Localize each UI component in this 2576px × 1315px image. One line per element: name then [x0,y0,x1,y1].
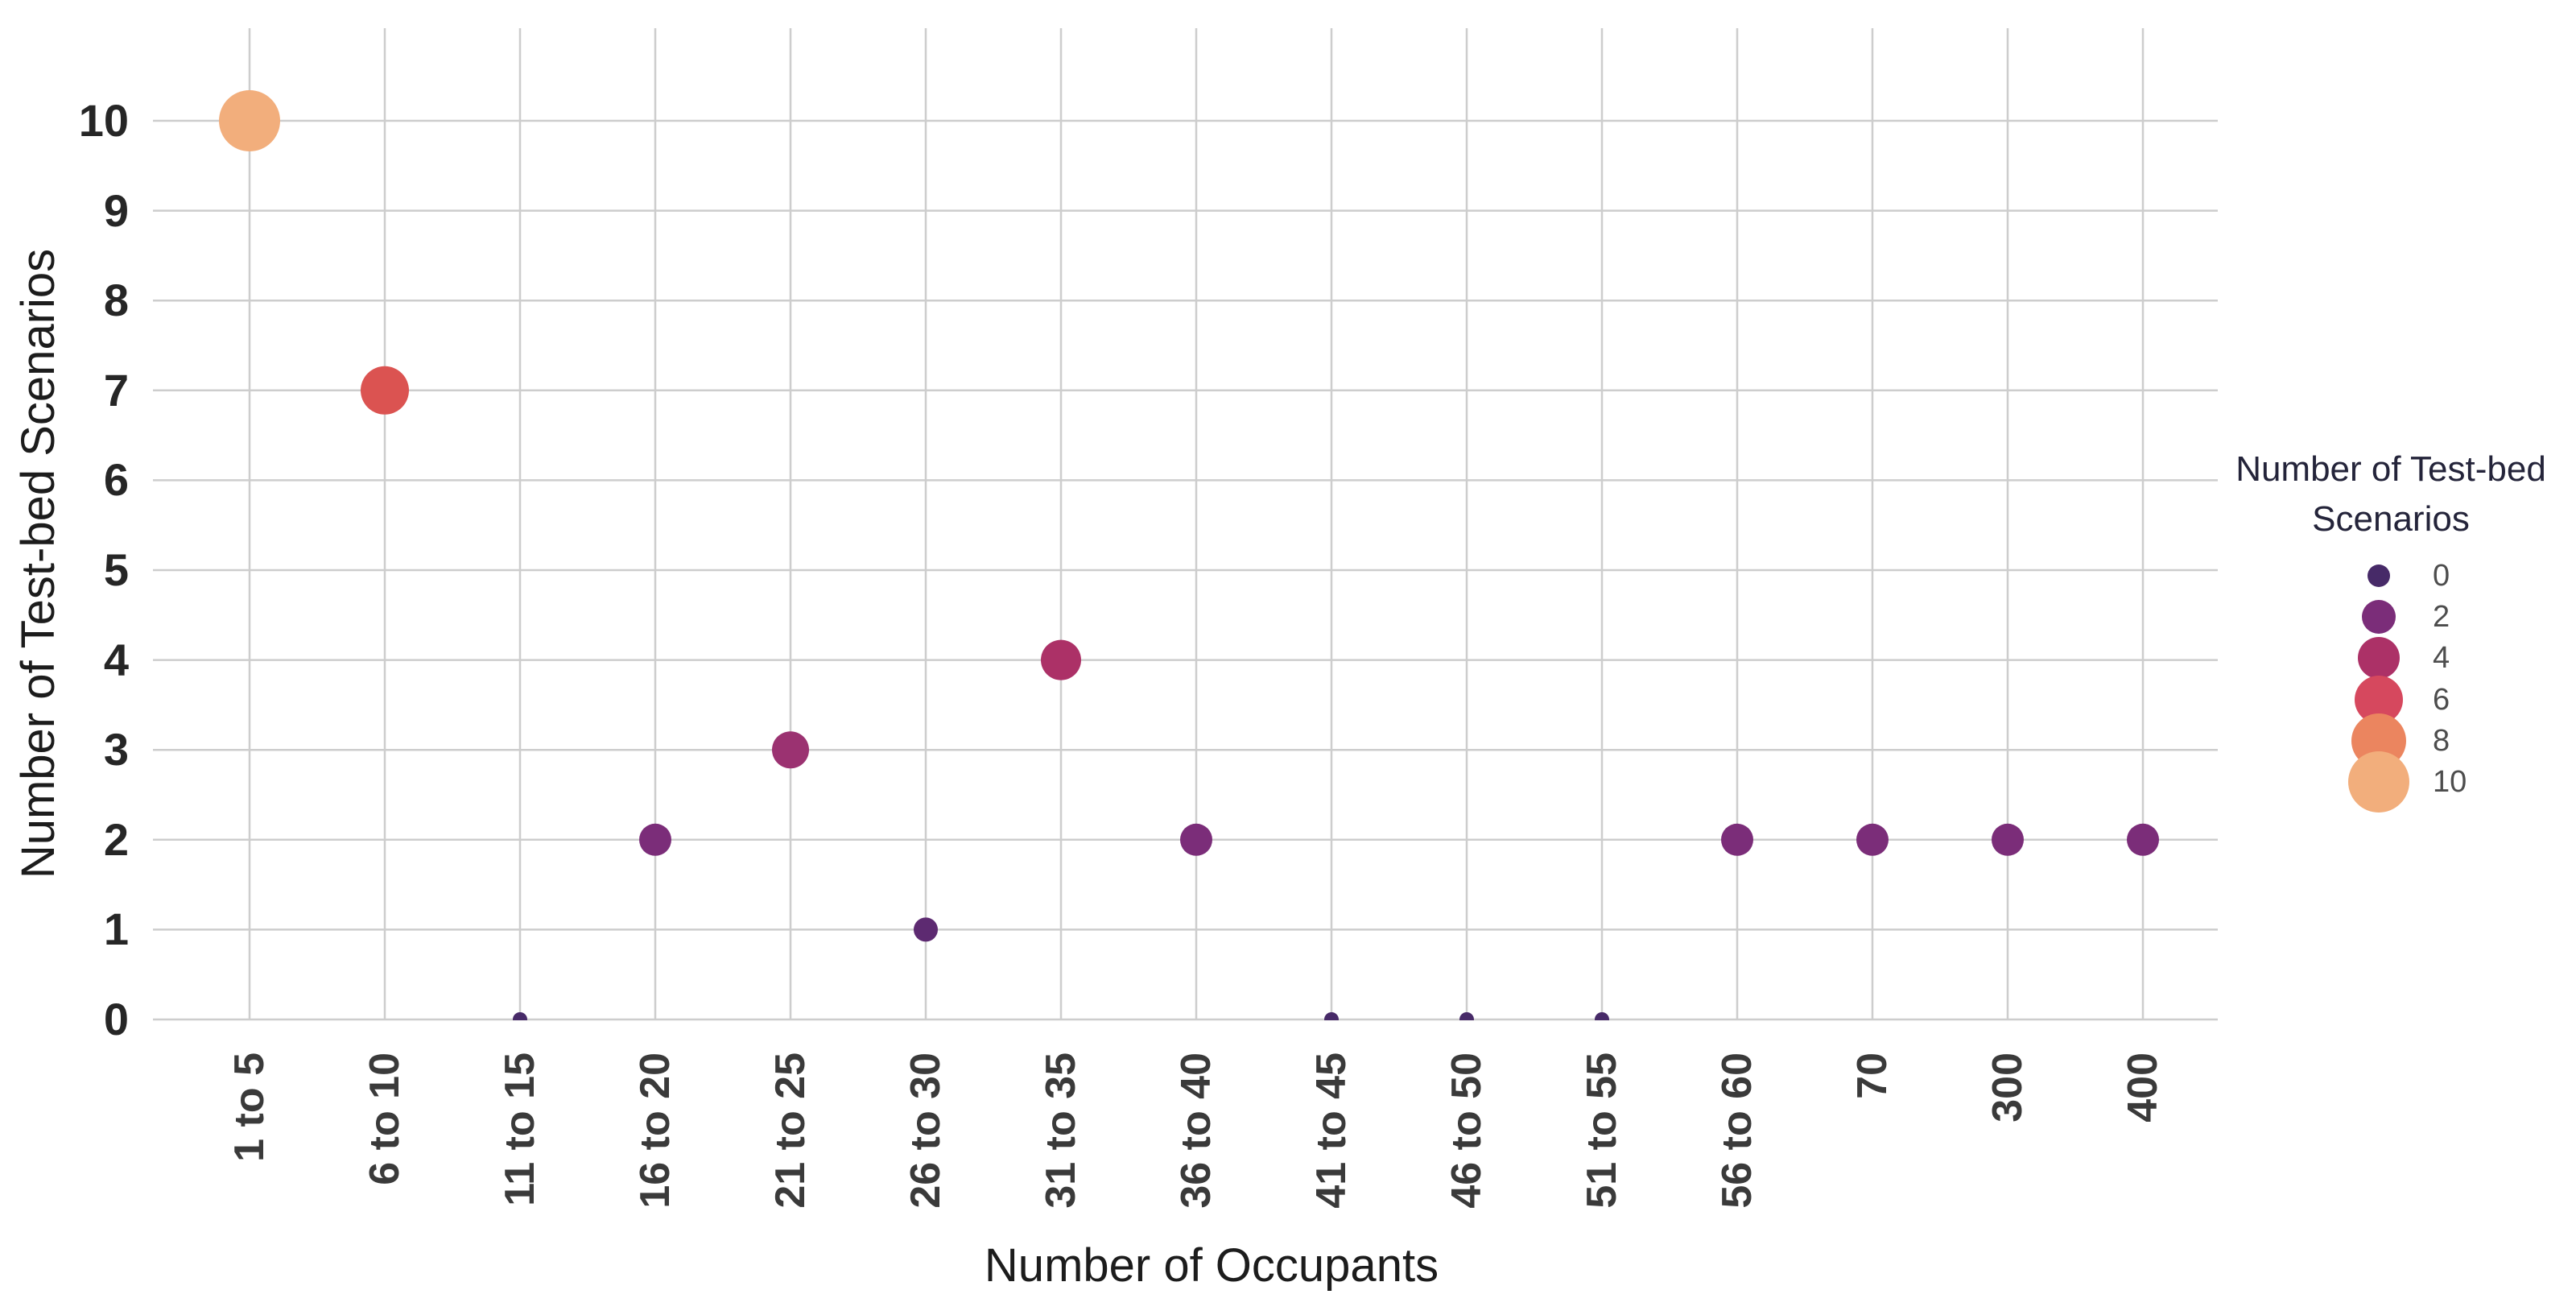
data-bubble [772,731,809,769]
legend-label: 8 [2433,723,2450,758]
y-tick-label: 9 [103,184,129,236]
x-tick-label: 41 to 45 [1308,1052,1355,1209]
data-bubble [219,90,280,151]
data-bubble [914,917,938,942]
data-bubble [1041,639,1081,680]
data-bubble [1992,823,2024,856]
legend-bubble [2358,637,2400,680]
legend-label: 4 [2433,641,2450,676]
y-tick-label: 1 [103,904,129,955]
legend-bubble [2368,564,2390,587]
data-bubble [1721,823,1753,856]
x-tick-label: 70 [1849,1052,1896,1099]
x-tick-label: 26 to 30 [902,1052,949,1209]
legend-label: 10 [2433,765,2467,799]
data-bubble [1856,823,1889,856]
legend-bubble [2348,751,2409,813]
y-tick-label: 4 [103,634,129,685]
x-tick-label: 56 to 60 [1714,1052,1761,1209]
y-tick-label: 8 [103,275,129,326]
x-tick-label: 1 to 5 [226,1052,273,1162]
x-tick-label: 300 [1984,1052,2031,1123]
mark-layer [219,90,2159,1020]
legend-title-line-2: Scenarios [2312,499,2470,539]
x-tick-label: 36 to 40 [1173,1052,1220,1209]
y-tick-label: 3 [103,724,129,775]
y-tick-label: 7 [103,364,129,416]
y-tick-label: 2 [103,813,129,865]
data-bubble [361,366,409,415]
y-axis-title: Number of Test-bed Scenarios [12,248,64,879]
x-tick-label: 46 to 50 [1443,1052,1490,1209]
x-tick-label: 400 [2120,1052,2166,1123]
y-tick-label: 5 [103,544,129,595]
x-tick-label: 21 to 25 [767,1052,814,1209]
data-bubble [2127,823,2159,856]
x-tick-label: 16 to 20 [632,1052,679,1209]
data-bubble [1459,1012,1474,1020]
legend-label: 2 [2433,600,2450,635]
legend-title: Number of Test-bed Scenarios [2222,445,2560,544]
data-bubble [1595,1012,1609,1020]
legend-bubble [2362,600,2396,635]
y-tick-label: 10 [78,95,129,146]
x-tick-label: 11 to 15 [497,1052,543,1206]
legend-label: 6 [2433,682,2450,717]
legend-title-line-1: Number of Test-bed [2235,449,2546,489]
x-tick-label: 51 to 55 [1579,1052,1625,1209]
data-bubble [513,1012,527,1020]
x-axis-title: Number of Occupants [984,1239,1439,1292]
data-bubble [1180,823,1212,856]
y-tick-label: 6 [103,454,129,506]
x-tick-label: 6 to 10 [361,1052,408,1185]
data-bubble [1324,1012,1339,1020]
x-tick-label: 31 to 35 [1038,1052,1084,1209]
legend-label: 0 [2433,559,2450,593]
grid-layer [153,28,2218,1021]
data-bubble [639,823,671,856]
y-tick-label: 0 [103,994,129,1044]
